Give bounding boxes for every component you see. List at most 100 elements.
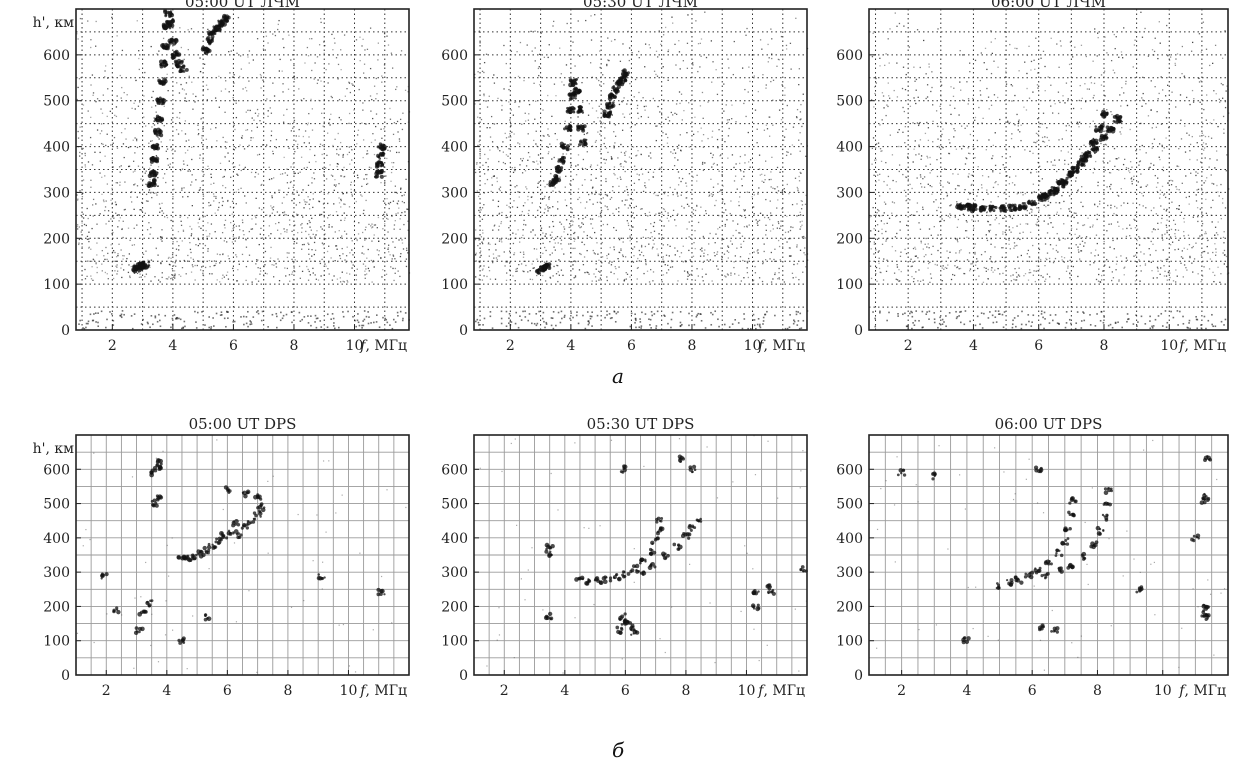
echo-point [1079, 154, 1083, 159]
y-tick-label: 400 [43, 140, 70, 156]
echo-point [1206, 455, 1209, 458]
chart-panel-3: 06:00 UT ЛЧМ 0 100 200 300 400 500 600 2 4 6 8 10 f, … [836, 0, 1230, 354]
echo-point [685, 532, 690, 537]
echo-point [1103, 490, 1109, 496]
y-tick-label: 300 [441, 185, 468, 201]
echo-point [639, 558, 643, 563]
echo-point [1014, 575, 1018, 580]
echo-point [608, 579, 613, 583]
echo-point [961, 204, 965, 207]
echo-point [224, 18, 230, 24]
echo-point [206, 551, 210, 555]
echo-point [1088, 150, 1092, 154]
echo-point [174, 41, 177, 45]
echo-point [1013, 208, 1018, 212]
echo-point [612, 85, 616, 88]
echo-point [560, 144, 563, 148]
echo-point [206, 544, 212, 550]
echo-point [635, 569, 640, 574]
echo-point [1102, 110, 1106, 115]
echo-point [963, 204, 967, 207]
echo-point [608, 110, 612, 114]
echo-point [1011, 203, 1015, 207]
echo-point [233, 529, 239, 534]
echo-point [997, 583, 1001, 587]
echo-point [581, 109, 584, 113]
echo-point [576, 110, 581, 114]
echo-trace-3 [149, 458, 164, 508]
echo-point [150, 144, 156, 150]
echo-point [1064, 539, 1068, 542]
echo-point [100, 573, 105, 579]
echo-point [1060, 541, 1065, 546]
echo-point [1050, 629, 1053, 633]
echo-trace-4 [543, 454, 808, 621]
echo-trace-1 [176, 519, 241, 563]
echo-point [551, 183, 556, 187]
echo-point [1082, 153, 1086, 158]
echo-point [1029, 570, 1035, 575]
echo-point [653, 565, 657, 569]
echo-point [381, 153, 385, 157]
echo-point [379, 164, 383, 168]
echo-point [225, 487, 230, 491]
noise-speckle [76, 16, 411, 330]
echo-point [544, 549, 549, 554]
echo-point [1091, 144, 1096, 148]
x-tick-label: 6 [1028, 683, 1037, 699]
echo-point [170, 19, 175, 24]
echo-point [611, 93, 615, 96]
echo-point [1103, 487, 1108, 491]
echo-point [164, 42, 168, 46]
echo-point [1199, 500, 1205, 505]
echo-point [655, 531, 660, 536]
echo-point [972, 209, 976, 212]
plot-frame [75, 434, 410, 676]
echo-point [757, 590, 760, 593]
echo-trace-2 [1040, 113, 1123, 202]
echo-point [634, 563, 640, 569]
x-tick-label: 4 [560, 683, 569, 699]
echo-point [1039, 466, 1043, 470]
echo-point [699, 517, 702, 521]
echo-point [1045, 196, 1049, 199]
echo-point [165, 63, 169, 66]
echo-point [1202, 609, 1205, 612]
echo-point [376, 172, 380, 176]
echo-point [581, 577, 585, 581]
echo-point [616, 629, 621, 635]
echo-point [137, 611, 143, 617]
echo-point [1037, 568, 1042, 573]
echo-point [623, 78, 627, 82]
echo-point [1072, 170, 1076, 173]
echo-point [580, 124, 585, 129]
echo-point [898, 468, 903, 473]
echo-point [1055, 626, 1060, 631]
echo-point [203, 613, 208, 617]
echo-point [1074, 499, 1078, 504]
x-tick-label: 4 [162, 683, 171, 699]
echo-point [137, 261, 142, 266]
echo-point [257, 494, 262, 500]
y-tick-label: 500 [836, 497, 863, 513]
echo-point [1135, 590, 1139, 594]
echo-point [382, 143, 385, 147]
echo-point [619, 470, 623, 474]
echo-point [1202, 496, 1207, 501]
echo-point [161, 81, 166, 86]
grid [474, 9, 807, 330]
echo-point [1055, 630, 1059, 634]
echo-point [664, 552, 667, 555]
echo-point [115, 608, 119, 611]
y-tick-label: 500 [441, 497, 468, 513]
x-tick-label: 8 [1093, 683, 1102, 699]
y-tick-label: 400 [836, 140, 863, 156]
echo-point [147, 183, 152, 188]
chart-panel-4: 05:00 UT DPS 0 100 200 300 400 500 600 2 4 6 8 10 f, … [33, 415, 410, 699]
echo-point [1139, 587, 1144, 591]
chart-title: 05:30 UT DPS [587, 415, 695, 433]
echo-point [112, 608, 116, 613]
echo-point [658, 527, 663, 531]
echo-point [1045, 559, 1051, 565]
x-axis-label: f, МГц [757, 338, 805, 354]
